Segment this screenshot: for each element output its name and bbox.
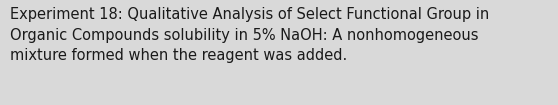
Text: Experiment 18: Qualitative Analysis of Select Functional Group in
Organic Compou: Experiment 18: Qualitative Analysis of S…	[10, 7, 489, 63]
